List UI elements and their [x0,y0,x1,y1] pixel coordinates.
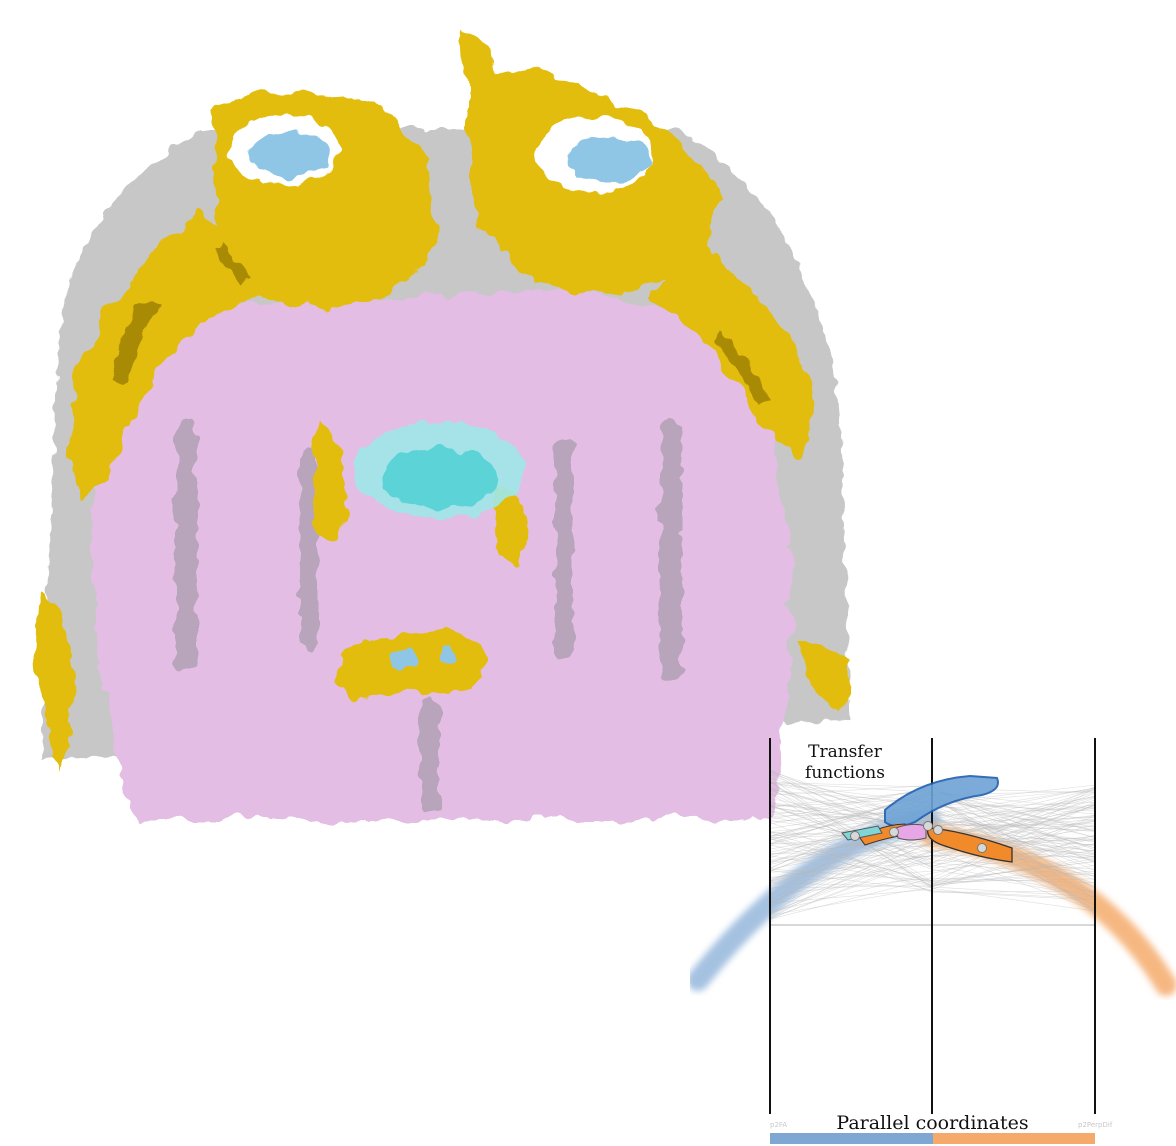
transfer-functions-label: Transfer functions [790,742,900,784]
tissue-shadow-streaks [175,420,682,810]
color-bar-orange-segment [932,1133,1095,1144]
parallel-coordinates-label: Parallel coordinates [836,1112,1029,1134]
bone-shading [110,240,770,405]
tf-handle[interactable] [850,831,860,841]
tf-handle[interactable] [933,825,943,835]
parallel-coordinates-plot[interactable] [690,730,1176,1146]
lower-cavity [391,648,458,670]
axis-label-left: p2FA [770,1121,788,1129]
tf-widget-pink[interactable] [895,823,927,841]
transfer-function-widgets[interactable] [841,774,1013,863]
tf-handle[interactable] [977,843,987,853]
axis-label-right: p2PerpDif [1078,1121,1113,1129]
parallel-coordinates-color-bar [770,1133,1095,1144]
tf-handle[interactable] [923,821,933,831]
volume-rendering-image [38,30,850,820]
color-bar-blue-segment [770,1133,933,1144]
soft-tissue-region [94,290,793,820]
orbit-cavity-left [230,115,340,185]
transfer-functions-text: Transfer functions [805,742,885,783]
orbit-cavity-right [537,117,653,193]
orange-series-arc [919,824,1176,996]
tf-widget-orange[interactable] [926,827,1013,863]
tf-handle[interactable] [889,827,899,837]
nasal-cavity [355,422,525,518]
